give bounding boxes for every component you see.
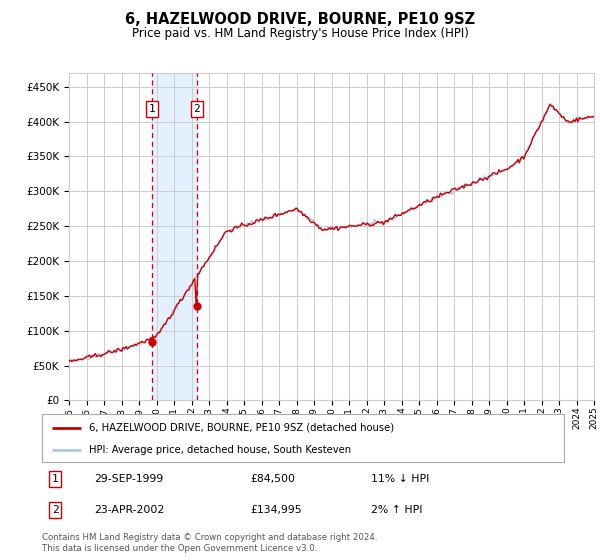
Text: 2: 2 (52, 505, 58, 515)
Text: Price paid vs. HM Land Registry's House Price Index (HPI): Price paid vs. HM Land Registry's House … (131, 27, 469, 40)
Text: 1: 1 (149, 104, 155, 114)
Text: HPI: Average price, detached house, South Kesteven: HPI: Average price, detached house, Sout… (89, 445, 351, 455)
Text: 29-SEP-1999: 29-SEP-1999 (94, 474, 163, 484)
Bar (152, 73, 197, 400)
FancyBboxPatch shape (42, 414, 564, 462)
Text: 1: 1 (52, 474, 58, 484)
Text: 11% ↓ HPI: 11% ↓ HPI (371, 474, 429, 484)
Text: Contains HM Land Registry data © Crown copyright and database right 2024.
This d: Contains HM Land Registry data © Crown c… (42, 533, 377, 553)
Text: £84,500: £84,500 (251, 474, 296, 484)
Text: 2: 2 (193, 104, 200, 114)
Text: £134,995: £134,995 (251, 505, 302, 515)
Text: 6, HAZELWOOD DRIVE, BOURNE, PE10 9SZ: 6, HAZELWOOD DRIVE, BOURNE, PE10 9SZ (125, 12, 475, 27)
Text: 6, HAZELWOOD DRIVE, BOURNE, PE10 9SZ (detached house): 6, HAZELWOOD DRIVE, BOURNE, PE10 9SZ (de… (89, 423, 394, 433)
Text: 23-APR-2002: 23-APR-2002 (94, 505, 164, 515)
Text: 2% ↑ HPI: 2% ↑ HPI (371, 505, 422, 515)
